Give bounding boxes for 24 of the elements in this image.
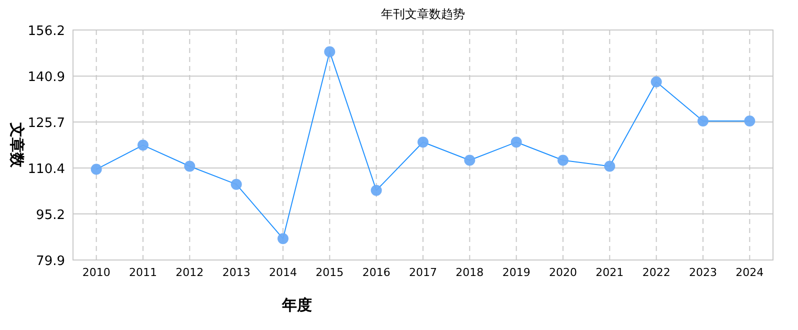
y-tick-label: 110.4 — [28, 162, 65, 178]
x-tick-label: 2023 — [689, 266, 717, 279]
chart-title: 年刊文章数趋势 — [381, 7, 465, 21]
y-tick-label: 95.2 — [36, 208, 65, 223]
x-tick-label: 2020 — [549, 266, 577, 279]
x-tick-label: 2010 — [82, 266, 110, 279]
y-tick-label: 156.2 — [28, 24, 65, 39]
x-tick-label: 2013 — [222, 266, 250, 279]
y-tick-label: 140.9 — [28, 70, 65, 86]
x-tick-label: 2017 — [409, 266, 437, 279]
y-axis-title: 文章数 — [8, 122, 26, 168]
x-tick-label: 2012 — [176, 266, 204, 279]
x-tick-label: 2022 — [642, 266, 670, 279]
x-tick-label: 2024 — [736, 266, 764, 279]
x-tick-label: 2016 — [362, 266, 390, 279]
x-tick-label: 2018 — [456, 266, 484, 279]
y-tick-label: 79.9 — [36, 254, 65, 269]
x-tick-label: 2021 — [596, 266, 624, 279]
x-tick-label: 2014 — [269, 266, 297, 279]
x-tick-label: 2011 — [129, 266, 157, 279]
y-tick-label: 125.7 — [28, 116, 65, 131]
x-tick-label: 2019 — [502, 266, 530, 279]
x-axis-title: 年度 — [281, 296, 312, 314]
x-tick-label: 2015 — [316, 266, 344, 279]
